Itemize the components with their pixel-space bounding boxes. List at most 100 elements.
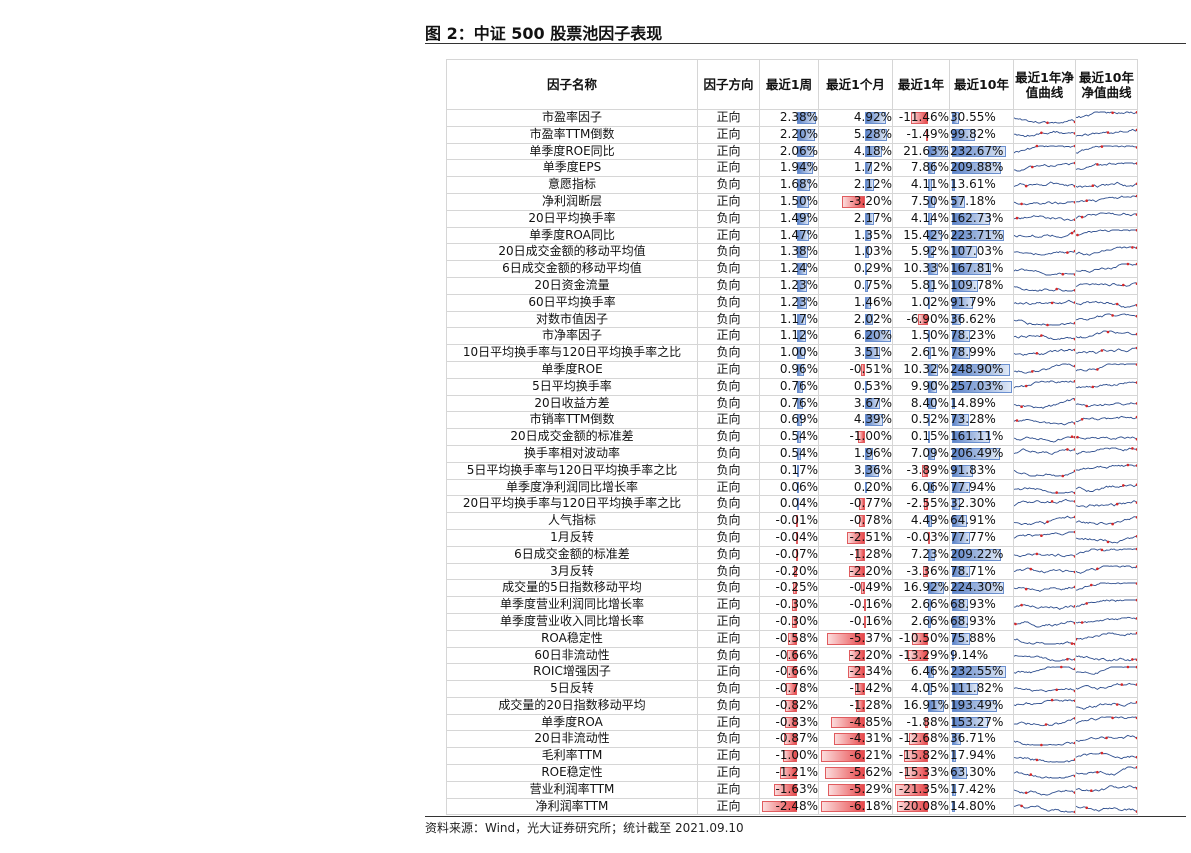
return-1w: -0.82% xyxy=(759,696,819,715)
value-text: 1.17% xyxy=(779,311,818,326)
value-bar xyxy=(928,431,931,443)
value-text: -0.16% xyxy=(849,613,892,628)
curve-line xyxy=(1076,347,1137,354)
value-bar xyxy=(952,380,1012,393)
return-10y: 73.28% xyxy=(949,411,1014,430)
net-value-curve xyxy=(1014,348,1075,356)
value-text: 224.30% xyxy=(950,580,1004,595)
return-1y: 8.40% xyxy=(892,394,950,413)
curve-line xyxy=(1014,363,1075,375)
factor-name: 单季度营业收入同比增长率 xyxy=(446,612,698,631)
value-bar xyxy=(917,313,929,326)
value-bar xyxy=(922,464,929,477)
curve-line xyxy=(1014,553,1075,558)
value-text: -0.77% xyxy=(849,496,892,511)
curve-marker xyxy=(1135,195,1137,198)
net-value-curve xyxy=(1014,487,1075,495)
return-1m: 4.39% xyxy=(818,411,893,430)
curve-marker xyxy=(1066,251,1069,254)
return-1m: 0.75% xyxy=(818,276,893,295)
header-factor-name: 因子名称 xyxy=(446,59,698,110)
curve-line xyxy=(1014,603,1075,610)
value-bar xyxy=(952,666,1007,679)
factor-name: 单季度ROE xyxy=(446,360,698,379)
curve-marker xyxy=(1135,314,1137,318)
value-bar xyxy=(928,481,934,494)
return-10y: 248.90% xyxy=(949,360,1014,379)
curve-marker xyxy=(1135,464,1137,467)
curve-marker xyxy=(1096,771,1099,774)
return-10y: 13.61% xyxy=(949,176,1014,194)
curve-10y xyxy=(1075,680,1138,698)
value-text: 1.03% xyxy=(853,244,892,259)
curve-marker xyxy=(1096,162,1099,166)
curve-marker xyxy=(1135,766,1137,770)
curve-line xyxy=(1076,145,1137,154)
factor-name: 意愿指标 xyxy=(446,176,698,194)
factor-name: 成交量的5日指数移动平均 xyxy=(446,579,698,598)
factor-name: 市销率TTM倒数 xyxy=(446,411,698,430)
net-value-curve xyxy=(1014,469,1075,478)
table-row: 10日平均换手率与120日平均换手率之比 负向 1.00% 3.51% 2.61% 78.… xyxy=(446,344,1138,362)
value-text: 193.49% xyxy=(950,697,1004,712)
value-text: 2.02% xyxy=(853,311,892,326)
value-bar xyxy=(952,632,970,645)
value-text: 0.54% xyxy=(779,445,818,460)
curve-1y xyxy=(1013,428,1076,446)
curve-marker xyxy=(1073,810,1075,814)
curve-1y xyxy=(1013,344,1076,362)
net-value-curve xyxy=(1014,638,1075,646)
value-bar xyxy=(796,481,799,494)
value-bar xyxy=(864,145,883,158)
curve-10y xyxy=(1075,360,1138,379)
value-bar xyxy=(952,548,1001,561)
table-row: 5日反转 负向 -0.78% -1.42% 4.05% 111.82% xyxy=(446,680,1138,698)
header-1m: 最近1个月 xyxy=(818,59,893,110)
value-text: -0.49% xyxy=(849,580,892,595)
net-value-curve xyxy=(1076,181,1137,188)
value-text: 1.72% xyxy=(853,160,892,175)
value-text: 232.67% xyxy=(950,143,1004,158)
curve-1y xyxy=(1013,562,1076,581)
curve-marker xyxy=(1085,806,1088,810)
table-row: 20日平均换手率 负向 1.49% 2.17% 4.14% 162.73% xyxy=(446,209,1138,228)
value-bar xyxy=(928,279,934,292)
net-value-curve xyxy=(1076,145,1137,154)
curve-line xyxy=(1076,683,1137,691)
curve-marker xyxy=(1135,683,1137,687)
return-10y: 107.03% xyxy=(949,243,1014,262)
value-text: 0.20% xyxy=(853,479,892,494)
net-value-curve xyxy=(1014,130,1075,138)
value-text: -21.35% xyxy=(898,781,949,796)
value-text: 64.91% xyxy=(950,513,996,528)
table-row: 成交量的20日指数移动平均 负向 -0.82% -1.28% 16.91% 193.49% xyxy=(446,696,1138,715)
value-bar xyxy=(952,330,971,343)
return-10y: 68.93% xyxy=(949,596,1014,614)
table-row: 市净率因子 正向 1.12% 6.20% 1.50% 78.23% xyxy=(446,327,1138,346)
return-10y: 14.80% xyxy=(949,797,1014,816)
curve-1y xyxy=(1013,512,1076,530)
curve-1y xyxy=(1013,360,1076,379)
table-row: 单季度净利润同比增长率 正向 0.06% 0.20% 6.06% 77.94% xyxy=(446,478,1138,497)
table-row: 20日平均换手率与120日平均换手率之比 负向 0.04% -0.77% -2.55% 3… xyxy=(446,495,1138,514)
value-bar xyxy=(952,615,969,628)
curve-marker xyxy=(1046,121,1049,125)
value-text: 153.27% xyxy=(950,714,1004,729)
value-text: 167.81% xyxy=(950,261,1004,276)
value-text: -0.30% xyxy=(775,597,818,612)
value-text: 9.90% xyxy=(910,378,949,393)
return-1w: -0.07% xyxy=(759,545,819,564)
value-text: 5.28% xyxy=(853,126,892,141)
curve-marker xyxy=(1135,787,1137,790)
value-bar xyxy=(907,649,929,662)
return-10y: 78.23% xyxy=(949,327,1014,346)
curve-marker xyxy=(1035,351,1039,355)
curve-1y xyxy=(1013,797,1076,816)
curve-line xyxy=(1076,582,1137,591)
value-bar xyxy=(796,145,814,158)
curve-marker xyxy=(1070,231,1074,235)
return-1y: -3.89% xyxy=(892,461,950,480)
return-1w: -0.20% xyxy=(759,562,819,581)
curve-line xyxy=(1076,229,1137,236)
value-text: -3.89% xyxy=(906,462,949,477)
